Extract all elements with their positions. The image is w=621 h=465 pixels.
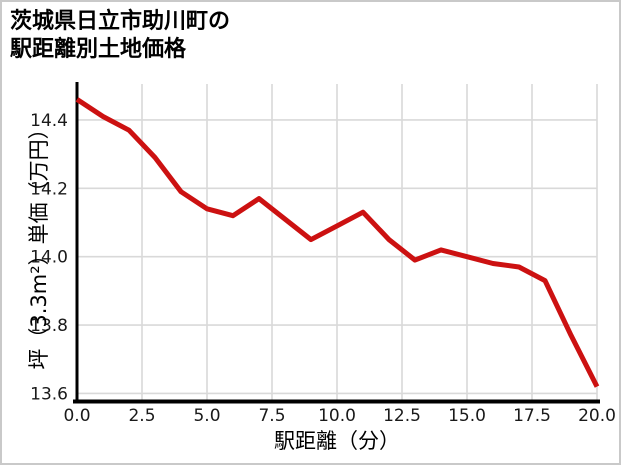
x-axis-spine [73,399,600,404]
gridlines [77,84,598,401]
y-tick-label: 14.0 [30,248,68,268]
y-tick-label: 14.2 [30,179,68,199]
x-tick-label: 5.0 [193,406,220,426]
y-tick-label: 13.8 [30,316,68,336]
y-axis-label: 坪（3.3m²）単価（万円） [27,118,51,370]
x-axis-label: 駅距離（分） [274,429,400,453]
chart-title-line2: 駅距離別土地価格 [10,37,187,62]
chart-title: 茨城県日立市助川町の 駅距離別土地価格 [10,8,230,64]
x-tick-label: 12.5 [383,406,421,426]
x-tick-label: 10.0 [318,406,356,426]
x-tick-label: 15.0 [448,406,486,426]
y-tick-label: 14.4 [30,111,68,131]
y-axis-tick-labels: 13.6 13.8 14.0 14.2 14.4 [30,111,68,405]
x-tick-label: 20.0 [578,406,616,426]
y-axis-spine [75,82,79,403]
x-tick-label: 2.5 [128,406,155,426]
x-tick-label: 7.5 [258,406,285,426]
x-axis-tick-labels: 0.0 2.5 5.0 7.5 10.0 12.5 15.0 17.5 20.0 [63,406,615,426]
x-tick-label: 17.5 [513,406,551,426]
x-tick-label: 0.0 [63,406,90,426]
y-tick-label: 13.6 [30,384,68,404]
chart-title-line1: 茨城県日立市助川町の [10,9,231,34]
price-line [75,97,600,388]
